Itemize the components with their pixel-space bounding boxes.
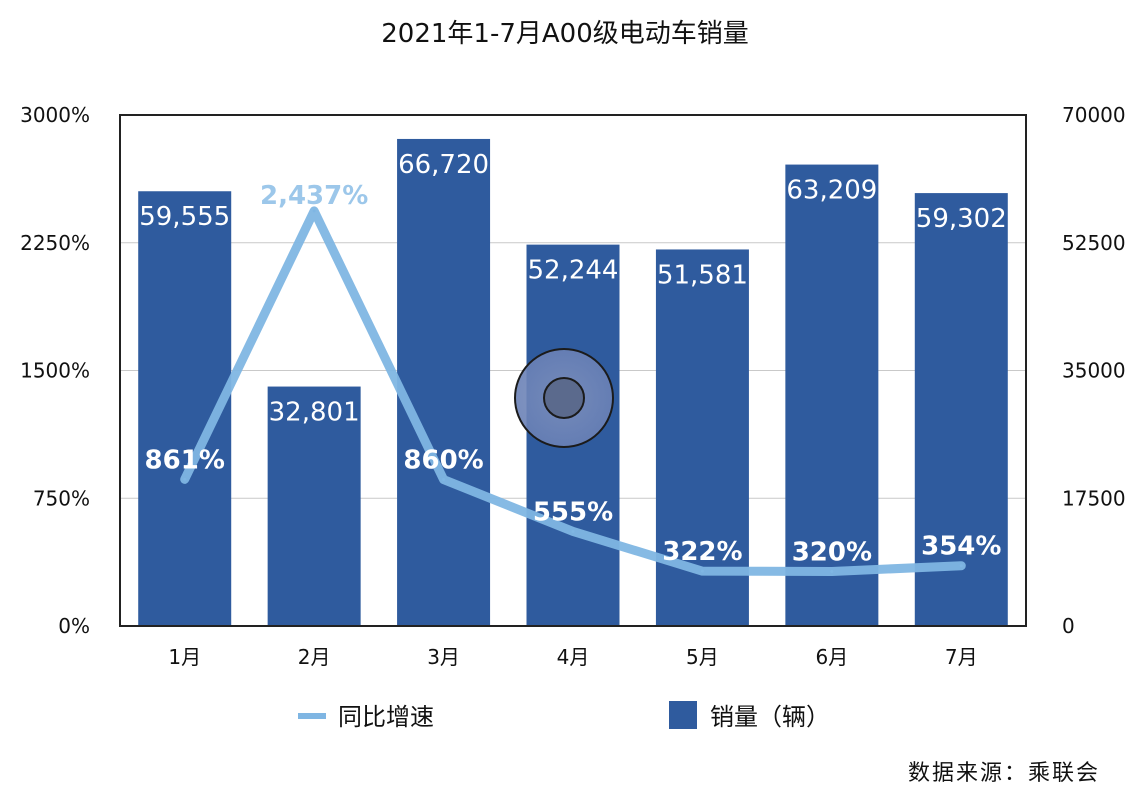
- y-left-tick-label: 750%: [33, 486, 90, 510]
- y-left-tick-label: 2250%: [20, 231, 90, 255]
- growth-line-series: [180, 206, 966, 576]
- y-right-tick-label: 17500: [1062, 486, 1126, 510]
- growth-point: [700, 569, 704, 573]
- x-tick-label: 4月: [557, 645, 590, 669]
- x-tick-label: 5月: [686, 645, 719, 669]
- y-left-tick-label: 0%: [58, 614, 90, 638]
- x-tick-label: 6月: [815, 645, 848, 669]
- y-right-tick-label: 0: [1062, 614, 1075, 638]
- bar: [267, 386, 361, 626]
- legend-bar-swatch: [669, 701, 697, 729]
- bar: [785, 164, 879, 627]
- x-tick-label: 3月: [427, 645, 460, 669]
- legend-label-growth: 同比增速: [338, 703, 434, 731]
- growth-value-label: 2,437%: [260, 181, 368, 211]
- chart-title: 2021年1-7月A00级电动车销量: [381, 19, 749, 49]
- growth-point: [312, 209, 316, 213]
- growth-value-label: 555%: [533, 497, 613, 527]
- y-left-tick-label: 3000%: [20, 103, 90, 127]
- data-labels: 59,555 32,801 66,720 52,244 51,581 63,209 59,3…: [139, 150, 1007, 568]
- axis-ticks: 0% 0 750% 17500 1500% 35000 2250% 52500 3000% 700…: [20, 103, 1126, 669]
- y-left-tick-label: 1500%: [20, 359, 90, 383]
- growth-point: [830, 569, 834, 573]
- y-right-tick-label: 52500: [1062, 231, 1126, 255]
- x-tick-label: 2月: [298, 645, 331, 669]
- growth-value-label: 861%: [145, 445, 225, 475]
- bar: [914, 193, 1008, 626]
- bar-value-label: 66,720: [398, 150, 489, 180]
- cursor-indicator-icon: [514, 348, 614, 448]
- bar-value-label: 52,244: [528, 256, 619, 286]
- legend-label-sales: 销量（辆）: [710, 703, 830, 731]
- growth-point: [442, 478, 446, 482]
- x-tick-label: 7月: [945, 645, 978, 669]
- growth-point: [183, 477, 187, 481]
- x-tick-label: 1月: [168, 645, 201, 669]
- growth-value-label: 354%: [921, 532, 1001, 562]
- growth-value-label: 322%: [662, 537, 742, 567]
- bar-value-label: 63,209: [786, 176, 877, 206]
- bar: [397, 138, 491, 626]
- y-right-tick-label: 70000: [1062, 103, 1126, 127]
- bar-value-label: 59,555: [139, 202, 230, 232]
- source-note: 数据来源：乘联会: [908, 761, 1100, 786]
- growth-value-label: 320%: [792, 537, 872, 567]
- growth-point: [959, 564, 963, 568]
- bar-value-label: 59,302: [916, 204, 1007, 234]
- bar-value-label: 32,801: [269, 398, 360, 428]
- growth-point: [571, 529, 575, 533]
- legend: 同比增速 销量（辆）: [298, 701, 830, 731]
- plot-frame: [119, 114, 1027, 627]
- bar-value-label: 51,581: [657, 260, 748, 290]
- y-right-tick-label: 35000: [1062, 359, 1126, 383]
- growth-value-label: 860%: [403, 446, 483, 476]
